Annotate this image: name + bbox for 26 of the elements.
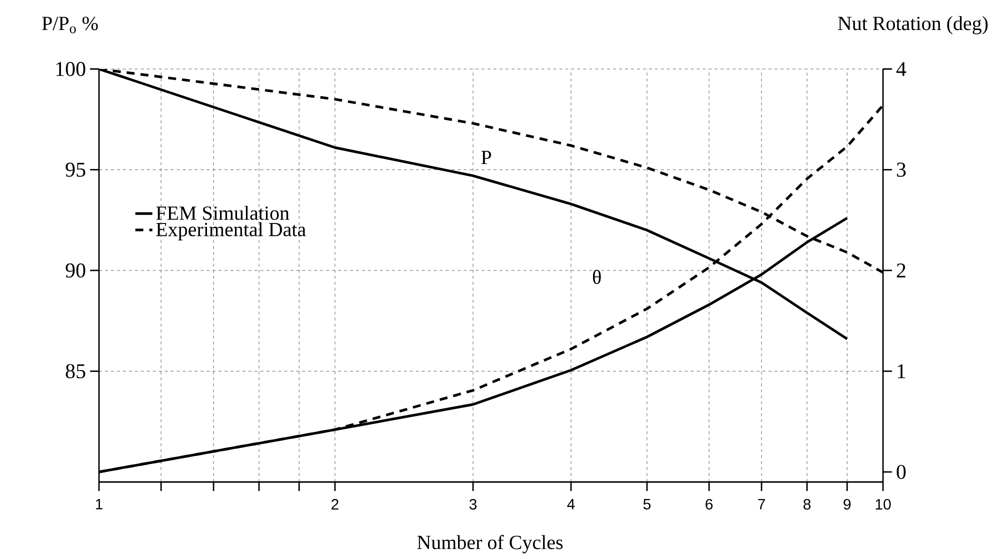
y-tick-label: 90 xyxy=(66,263,86,278)
y-tick-label: 85 xyxy=(66,364,86,378)
y2-tick-label: 0 xyxy=(896,464,906,480)
y-axis-title: P/P$_{o}$ % xyxy=(42,16,98,34)
x-axis-title: Number of Cycles xyxy=(417,534,563,554)
y2-tick-label: 3 xyxy=(896,162,906,177)
legend-label: FEM Simulation xyxy=(156,206,290,220)
y2-tick-label: 2 xyxy=(896,264,906,278)
annotation: P xyxy=(481,150,492,164)
annotation: θ xyxy=(592,270,601,284)
x-tick-label: 10 xyxy=(876,498,891,510)
y2-tick-label: 1 xyxy=(898,364,906,378)
legend-label: Experimental Data xyxy=(156,222,306,240)
x-tick-label: 9 xyxy=(844,498,851,510)
y2-tick-label: 4 xyxy=(896,62,906,76)
y-tick-label: 95 xyxy=(66,162,86,177)
x-tick-label: 1 xyxy=(96,498,102,510)
y-tick-label: 100 xyxy=(56,62,86,76)
x-tick-label: 2 xyxy=(332,498,338,510)
y2-axis-title: Nut Rotation (deg) xyxy=(838,16,988,34)
x-tick-label: 8 xyxy=(804,498,811,510)
x-tick-label: 7 xyxy=(758,498,765,510)
x-tick-label: 3 xyxy=(469,498,477,510)
x-tick-label: 6 xyxy=(706,498,713,510)
x-tick-label: 4 xyxy=(567,498,575,510)
x-tick-label: 5 xyxy=(643,498,651,510)
